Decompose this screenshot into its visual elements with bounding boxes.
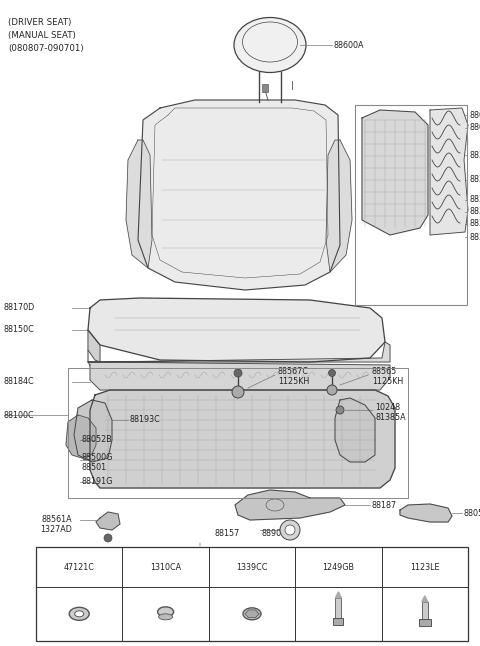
Polygon shape	[88, 298, 385, 362]
Polygon shape	[336, 592, 341, 598]
Bar	[419, 619, 431, 626]
Text: 88170D: 88170D	[4, 304, 35, 313]
Ellipse shape	[234, 17, 306, 72]
Text: 88193C: 88193C	[130, 415, 161, 424]
Text: (080807-090701): (080807-090701)	[8, 44, 84, 53]
Text: 1125KH: 1125KH	[278, 377, 309, 386]
Text: 88397: 88397	[469, 220, 480, 229]
Text: 88021: 88021	[469, 110, 480, 120]
Circle shape	[328, 370, 336, 377]
Text: 10248: 10248	[375, 402, 400, 412]
Text: 88501: 88501	[82, 463, 107, 472]
Polygon shape	[88, 342, 390, 362]
Bar	[355, 105, 467, 305]
Polygon shape	[422, 596, 428, 602]
Text: 88187: 88187	[372, 501, 397, 510]
Bar	[68, 368, 408, 498]
Text: 88022: 88022	[469, 123, 480, 132]
Text: 88184C: 88184C	[4, 377, 35, 386]
Circle shape	[104, 534, 112, 542]
Text: 1123LE: 1123LE	[410, 563, 440, 572]
Polygon shape	[126, 140, 152, 268]
Text: 88567C: 88567C	[278, 368, 309, 377]
Bar	[422, 602, 428, 619]
Text: 88191G: 88191G	[82, 477, 113, 486]
Text: 88500G: 88500G	[82, 453, 113, 463]
Polygon shape	[430, 108, 468, 235]
Polygon shape	[362, 110, 428, 235]
Polygon shape	[235, 490, 345, 520]
Text: (MANUAL SEAT): (MANUAL SEAT)	[8, 31, 76, 40]
Circle shape	[234, 369, 242, 377]
Text: 88904A: 88904A	[262, 528, 293, 537]
Polygon shape	[88, 330, 100, 362]
Polygon shape	[90, 390, 395, 488]
Ellipse shape	[157, 607, 174, 617]
Ellipse shape	[75, 611, 84, 617]
Ellipse shape	[243, 608, 261, 620]
Text: 88301C: 88301C	[469, 233, 480, 242]
Text: 88350C: 88350C	[469, 196, 480, 205]
Polygon shape	[326, 140, 352, 272]
Text: 88052B: 88052B	[82, 435, 113, 444]
Text: 88370C: 88370C	[469, 151, 480, 160]
Circle shape	[285, 525, 295, 535]
Circle shape	[327, 385, 337, 395]
Polygon shape	[74, 400, 112, 462]
Text: 88360B: 88360B	[469, 207, 480, 216]
Text: 88100C: 88100C	[4, 410, 35, 419]
Circle shape	[232, 386, 244, 398]
Bar	[36, 547, 468, 641]
Text: 88600A: 88600A	[334, 41, 364, 50]
Text: 81385A: 81385A	[375, 413, 406, 421]
Text: 1125KH: 1125KH	[372, 377, 403, 386]
Text: 1339CC: 1339CC	[236, 563, 268, 572]
Text: 88561A: 88561A	[41, 516, 72, 525]
Text: 88300F: 88300F	[469, 176, 480, 185]
Bar	[262, 84, 268, 92]
Text: 1327AD: 1327AD	[40, 525, 72, 534]
Bar	[334, 618, 343, 625]
Text: (DRIVER SEAT): (DRIVER SEAT)	[8, 18, 72, 27]
Polygon shape	[335, 398, 375, 462]
Polygon shape	[138, 100, 340, 290]
Polygon shape	[66, 415, 96, 458]
Polygon shape	[245, 610, 259, 618]
Text: 47121C: 47121C	[64, 563, 95, 572]
Polygon shape	[400, 504, 452, 522]
Text: 1249GB: 1249GB	[323, 563, 354, 572]
Text: 88150C: 88150C	[4, 326, 35, 335]
Polygon shape	[88, 362, 390, 390]
Ellipse shape	[69, 607, 89, 620]
Text: |: |	[290, 81, 293, 90]
Circle shape	[336, 406, 344, 414]
Bar	[336, 598, 341, 618]
Ellipse shape	[158, 614, 173, 620]
Text: 88565: 88565	[372, 368, 397, 377]
Polygon shape	[96, 512, 120, 530]
Circle shape	[280, 520, 300, 540]
Text: 88157: 88157	[215, 528, 240, 537]
Text: 88053: 88053	[464, 508, 480, 517]
Text: 1310CA: 1310CA	[150, 563, 181, 572]
